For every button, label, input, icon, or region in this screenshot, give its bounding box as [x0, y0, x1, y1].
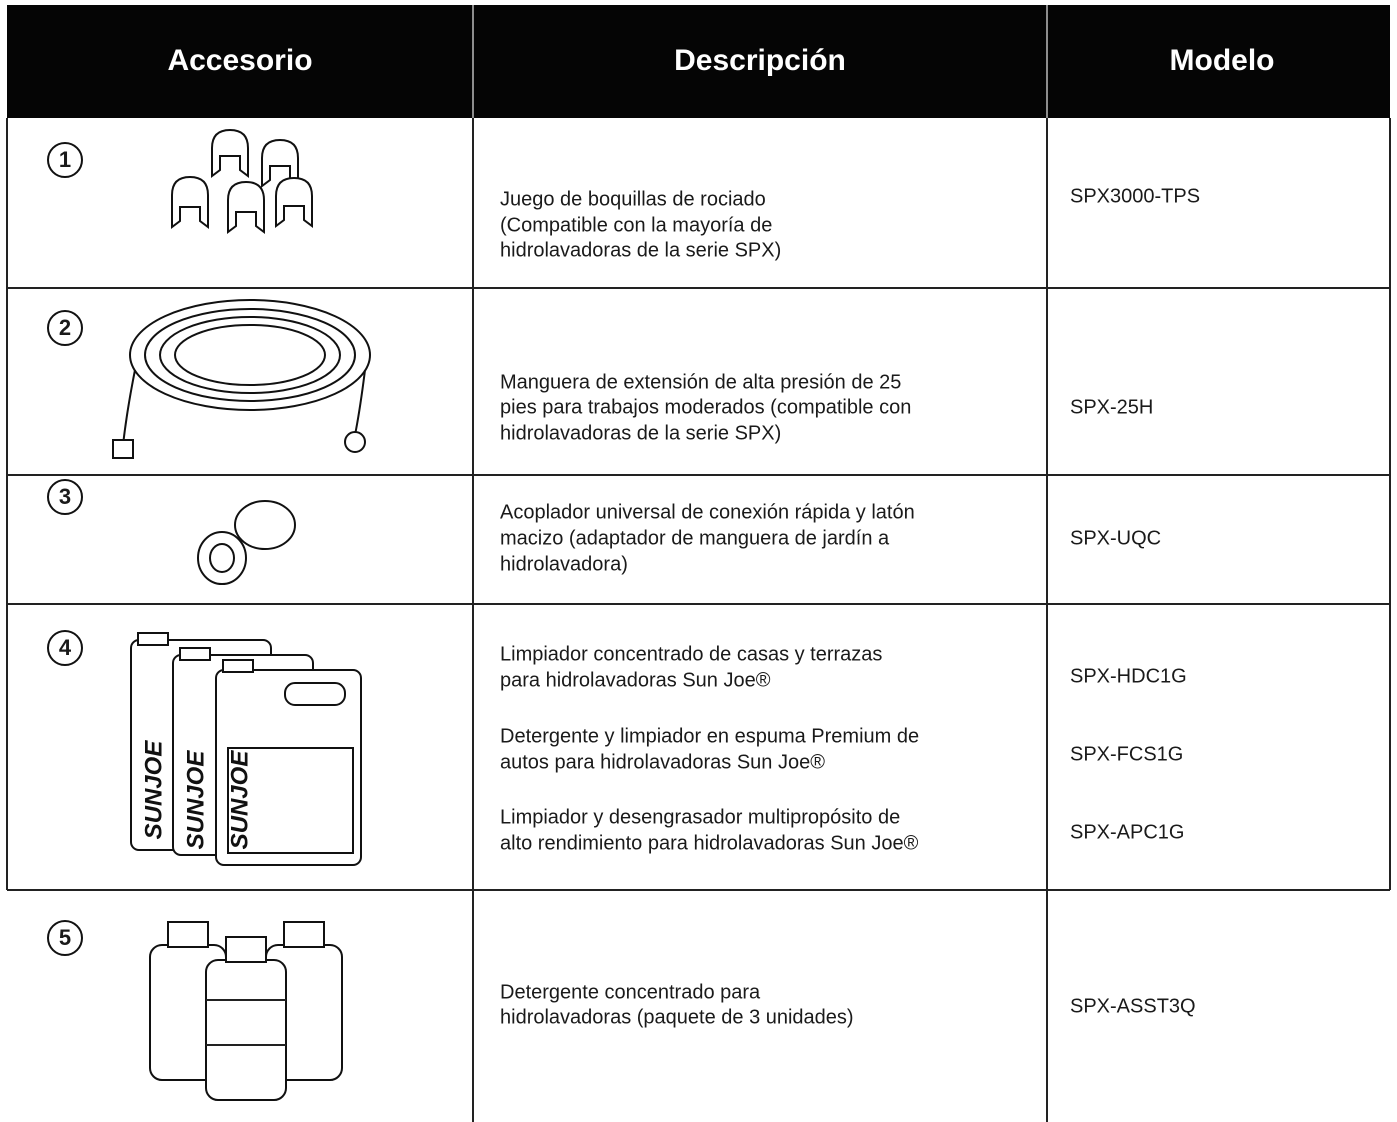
item-number: 3: [59, 484, 71, 509]
number-circle: [47, 630, 83, 666]
hose-illustration: [112, 299, 371, 459]
column-header: Accesorio: [167, 44, 312, 77]
model-number: SPX-25H: [1070, 396, 1153, 418]
number-circle: [47, 920, 83, 956]
model-number: SPX-HDC1G: [1070, 665, 1187, 687]
jug-illustration: SUNJOE SUNJOE SUNJOE: [130, 632, 362, 866]
model-number: SPX-FCS1G: [1070, 743, 1183, 765]
brand-label: SUNJOE: [140, 740, 167, 840]
item-number: 1: [59, 147, 71, 172]
brand-label: SUNJOE: [182, 750, 209, 850]
description-line: Detergente y limpiador en espuma Premium…: [500, 725, 919, 747]
description-line: para hidrolavadoras Sun Joe®: [500, 669, 771, 691]
description-line: Limpiador concentrado de casas y terraza…: [500, 643, 882, 665]
description-line: macizo (adaptador de manguera de jardín …: [500, 527, 890, 549]
description-line: (Compatible con la mayoría de: [500, 214, 772, 236]
description-line: pies para trabajos moderados (compatible…: [500, 396, 911, 418]
description-line: Acoplador universal de conexión rápida y…: [500, 501, 915, 523]
description-line: autos para hidrolavadoras Sun Joe®: [500, 751, 825, 773]
item-number: 4: [59, 635, 72, 660]
description-line: hidrolavadora): [500, 553, 628, 575]
description-line: hidrolavadoras (paquete de 3 unidades): [500, 1006, 854, 1028]
description-line: hidrolavadoras de la serie SPX): [500, 422, 781, 444]
coupler-illustration: [197, 500, 296, 585]
column-header: Modelo: [1170, 44, 1275, 77]
column-header: Descripción: [674, 44, 846, 77]
number-circle: [47, 479, 83, 515]
number-circle: [47, 142, 83, 178]
brand-label: SUNJOE: [226, 750, 253, 850]
description-line: hidrolavadoras de la serie SPX): [500, 239, 781, 261]
description-line: alto rendimiento para hidrolavadoras Sun…: [500, 832, 919, 854]
model-number: SPX3000-TPS: [1070, 185, 1200, 207]
description-line: Juego de boquillas de rociado: [500, 188, 766, 210]
bottle-illustration: [149, 921, 343, 1101]
model-number: SPX-UQC: [1070, 527, 1161, 549]
item-number: 2: [59, 315, 71, 340]
description-line: Limpiador y desengrasador multipropósito…: [500, 806, 900, 828]
nozzle-illustration: [171, 128, 313, 234]
number-circle: [47, 310, 83, 346]
table-rules: [6, 118, 1391, 1122]
item-number: 5: [59, 925, 71, 950]
header-bar: [7, 5, 1390, 118]
model-number: SPX-ASST3Q: [1070, 995, 1196, 1017]
description-line: Manguera de extensión de alta presión de…: [500, 371, 901, 393]
description-line: Detergente concentrado para: [500, 981, 761, 1003]
model-number: SPX-APC1G: [1070, 821, 1184, 843]
